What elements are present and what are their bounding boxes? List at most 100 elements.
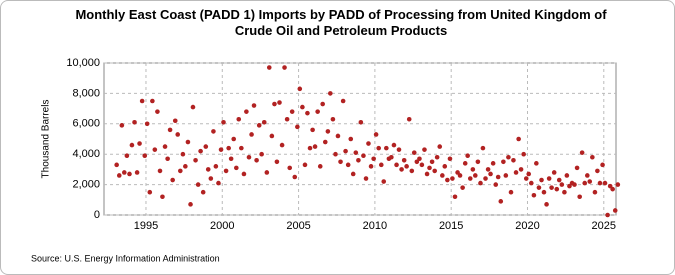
data-point: [526, 171, 532, 177]
data-point: [432, 168, 438, 174]
data-point: [116, 173, 122, 178]
data-point: [587, 179, 593, 184]
data-point: [475, 159, 481, 165]
data-point: [183, 164, 188, 169]
data-point: [185, 139, 191, 145]
data-point: [170, 177, 175, 183]
data-point: [190, 104, 196, 110]
data-point: [513, 170, 519, 175]
data-point: [180, 151, 186, 157]
data-point: [480, 145, 486, 151]
data-point: [269, 133, 275, 139]
data-point: [417, 156, 422, 162]
data-point: [307, 145, 313, 151]
data-point: [572, 182, 577, 187]
data-point: [610, 186, 615, 192]
data-point: [256, 123, 262, 128]
data-point: [193, 157, 198, 163]
data-point: [144, 121, 150, 127]
y-tick-label: 0: [94, 209, 100, 221]
data-point: [312, 144, 318, 149]
data-point: [208, 176, 214, 181]
data-point: [399, 167, 404, 172]
data-point: [356, 157, 361, 163]
data-point: [556, 177, 562, 183]
data-point: [445, 177, 450, 183]
data-point: [221, 119, 226, 125]
data-point: [590, 154, 595, 160]
data-point: [506, 154, 511, 160]
data-point: [490, 161, 496, 166]
data-point: [231, 136, 237, 142]
data-point: [310, 127, 315, 133]
data-point: [551, 170, 557, 175]
data-point: [373, 132, 379, 137]
data-point: [414, 159, 420, 165]
data-point: [198, 148, 203, 154]
data-point: [371, 156, 376, 162]
data-point: [396, 147, 402, 152]
data-point: [592, 189, 598, 195]
data-point: [345, 162, 351, 168]
data-point: [361, 153, 366, 159]
data-point: [442, 164, 448, 169]
data-point: [429, 159, 435, 165]
data-point: [585, 173, 590, 178]
data-point: [195, 182, 201, 187]
data-point: [600, 162, 605, 168]
x-tick-label: 2025: [592, 220, 616, 232]
data-point: [226, 145, 231, 151]
data-point: [521, 151, 526, 157]
data-point: [531, 192, 537, 198]
data-point: [579, 150, 585, 155]
data-point: [363, 176, 369, 181]
data-point: [129, 142, 135, 148]
data-point: [287, 165, 293, 171]
data-point: [205, 167, 211, 172]
data-point: [595, 168, 600, 174]
data-point: [302, 162, 308, 168]
data-point: [328, 91, 333, 96]
y-tick-label: 6,000: [72, 118, 100, 130]
data-point: [450, 176, 455, 181]
data-point: [338, 159, 343, 165]
data-point: [501, 159, 506, 165]
data-point: [536, 185, 542, 190]
data-point: [582, 180, 588, 186]
data-point: [472, 173, 478, 178]
data-point: [172, 118, 178, 124]
data-point: [127, 171, 132, 177]
data-point: [376, 145, 381, 151]
data-point: [223, 168, 229, 174]
data-point: [546, 176, 552, 181]
data-point: [562, 189, 567, 195]
data-point: [597, 180, 603, 186]
data-point: [378, 162, 384, 168]
data-point: [259, 151, 264, 157]
data-point: [544, 202, 549, 207]
x-tick-label: 1995: [134, 220, 158, 232]
data-point: [284, 116, 290, 122]
data-point: [539, 177, 544, 183]
data-point: [178, 168, 183, 174]
data-point: [564, 173, 570, 178]
data-point: [297, 86, 303, 92]
data-point: [152, 147, 158, 152]
x-tick-label: 2000: [210, 220, 234, 232]
data-point: [155, 109, 160, 114]
data-point: [612, 208, 618, 213]
data-point: [518, 167, 524, 172]
data-point: [503, 173, 509, 178]
data-point: [218, 147, 224, 152]
data-point: [493, 182, 499, 187]
data-point: [465, 153, 470, 159]
data-point: [292, 174, 298, 180]
data-point: [478, 180, 483, 186]
data-point: [424, 171, 430, 177]
data-point: [175, 132, 181, 137]
data-point: [162, 144, 168, 149]
data-point: [142, 153, 148, 159]
y-axis-label: Thousand Barrels: [41, 100, 52, 179]
data-point: [330, 116, 336, 122]
